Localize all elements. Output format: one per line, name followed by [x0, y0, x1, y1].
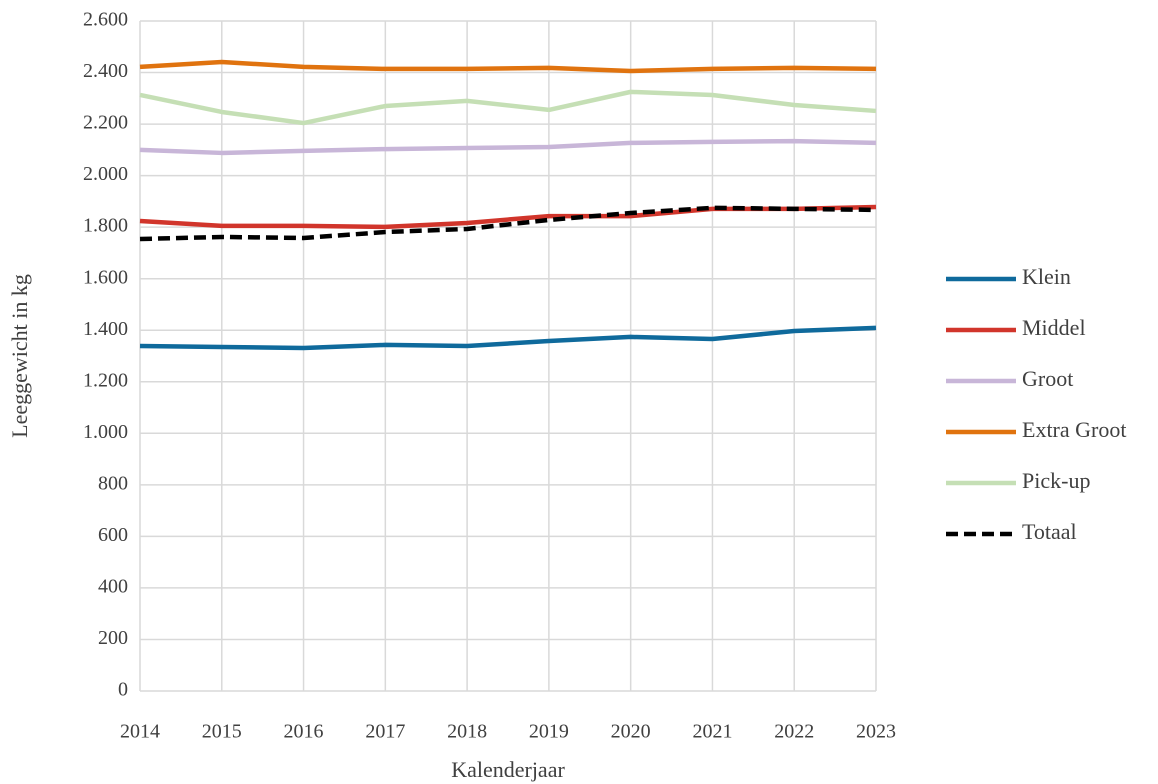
x-tick-label: 2017 — [365, 721, 405, 743]
x-tick-label: 2019 — [529, 721, 569, 743]
series-line — [139, 325, 877, 351]
legend-label: Klein — [1022, 264, 1071, 289]
x-tick-label: 2014 — [120, 721, 160, 743]
x-tick-label: 2016 — [284, 721, 324, 743]
x-axis-title: Kalenderjaar — [451, 757, 565, 782]
legend-label: Groot — [1022, 366, 1073, 391]
x-tick-label: 2022 — [774, 721, 814, 743]
x-tick-label: 2020 — [611, 721, 651, 743]
y-tick-label: 400 — [98, 576, 128, 598]
y-tick-label: 600 — [98, 524, 128, 546]
x-tick-label: 2021 — [692, 721, 732, 743]
y-axis-title: Leeggewicht in kg — [7, 274, 32, 438]
x-tick-label: 2023 — [856, 721, 896, 743]
legend-label: Extra Groot — [1022, 417, 1126, 442]
y-tick-label: 1.200 — [83, 369, 128, 391]
y-tick-label: 1.000 — [83, 421, 128, 443]
series-line — [139, 59, 877, 74]
legend-label: Totaal — [1022, 519, 1077, 544]
y-tick-label: 1.400 — [83, 318, 128, 340]
legend-label: Pick-up — [1022, 468, 1090, 493]
legend-label: Middel — [1022, 315, 1086, 340]
y-tick-label: 1.600 — [83, 266, 128, 288]
y-tick-label: 800 — [98, 472, 128, 494]
y-tick-label: 2.000 — [83, 163, 128, 185]
series-line — [139, 138, 877, 156]
y-tick-label: 200 — [98, 627, 128, 649]
series-line — [139, 205, 877, 242]
y-tick-label: 0 — [118, 679, 128, 701]
y-tick-label: 2.400 — [83, 60, 128, 82]
series-line — [139, 89, 877, 126]
y-tick-label: 2.200 — [83, 112, 128, 134]
y-tick-label: 1.800 — [83, 215, 128, 237]
x-tick-label: 2018 — [447, 721, 487, 743]
x-tick-label: 2015 — [202, 721, 242, 743]
y-tick-label: 2.600 — [83, 9, 128, 31]
